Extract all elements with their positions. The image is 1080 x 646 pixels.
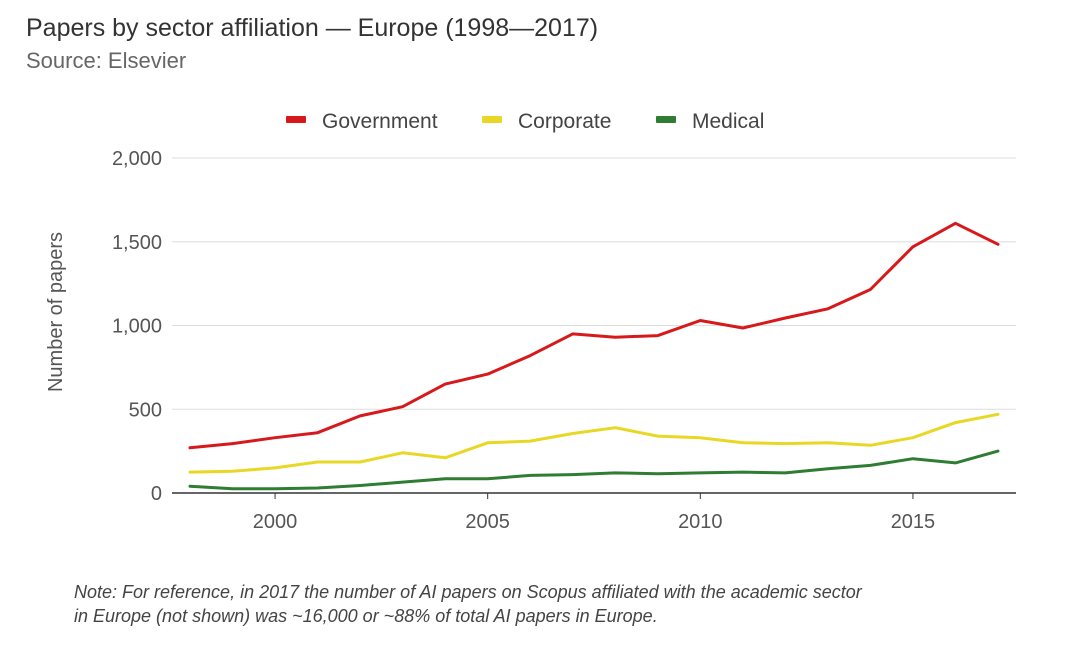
x-tick-label: 2005	[465, 511, 510, 533]
y-tick-label: 1,000	[112, 316, 162, 338]
footnote-line-2: in Europe (not shown) was ~16,000 or ~88…	[74, 606, 658, 626]
gridlines	[172, 157, 1016, 410]
series-line-government	[188, 221, 1000, 450]
legend-item-medical: Medical	[656, 110, 764, 133]
legend-swatch	[286, 116, 306, 123]
chart-subtitle: Source: Elsevier	[26, 48, 187, 73]
x-tick-label: 2000	[253, 511, 298, 533]
legend-label: Government	[322, 110, 438, 133]
legend-item-government: Government	[286, 110, 438, 133]
y-axis-ticks: 0 500 1,000 1,500 2,000	[112, 148, 162, 505]
footnote: Note: For reference, in 2017 the number …	[74, 580, 1034, 628]
chart-title: Papers by sector affiliation — Europe (1…	[26, 14, 599, 42]
series-lines	[188, 221, 1000, 491]
x-tick-label: 2015	[891, 511, 936, 533]
legend: Government Corporate Medical	[286, 110, 764, 133]
y-tick-label: 2,000	[112, 148, 162, 170]
y-axis-label: Number of papers	[45, 232, 67, 392]
legend-label: Medical	[692, 110, 764, 133]
y-tick-label: 0	[151, 483, 162, 505]
x-axis-ticks: 2000 2005 2010 2015	[253, 493, 935, 533]
legend-swatch	[482, 116, 502, 123]
legend-label: Corporate	[518, 110, 611, 133]
series-line-medical	[188, 449, 1000, 491]
y-tick-label: 1,500	[112, 232, 162, 254]
x-tick-label: 2010	[678, 511, 723, 533]
legend-swatch	[656, 116, 676, 123]
line-chart: Government Corporate Medical 0 500 1,000 1,50…	[45, 110, 1016, 533]
series-line-corporate	[188, 412, 1000, 474]
legend-item-corporate: Corporate	[482, 110, 611, 133]
y-tick-label: 500	[129, 399, 162, 421]
footnote-line-1: Note: For reference, in 2017 the number …	[74, 582, 862, 602]
